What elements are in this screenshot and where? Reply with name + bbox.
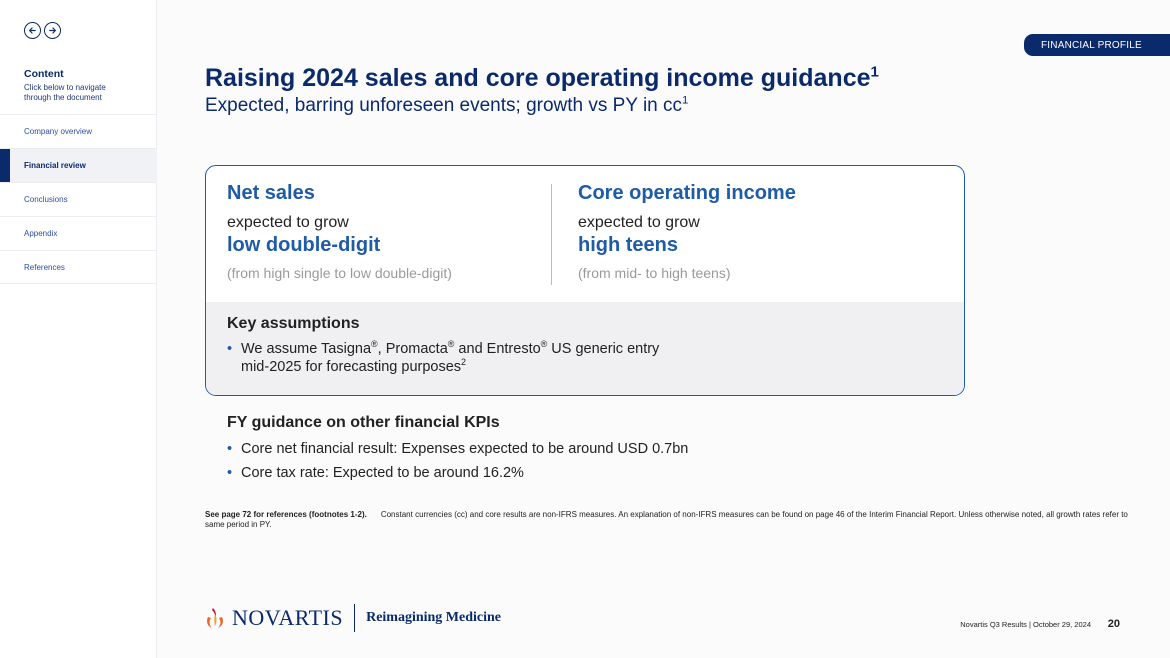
key-assumptions-title: Key assumptions [227,315,360,332]
logo-separator [354,604,356,632]
sidebar-item-conclusions[interactable]: Conclusions [0,182,157,216]
net-sales-expected: expected to grow [227,214,349,231]
net-sales-column: Net sales expected to grow low double-di… [227,182,452,281]
content-instruction: Click below to navigate through the docu… [24,83,106,102]
subtitle-footnote-ref: 1 [682,94,689,107]
assumption-footnote-ref: 2 [461,357,467,368]
novartis-flame-icon [207,608,223,628]
other-kpis-title: FY guidance on other financial KPIs [227,414,500,431]
assumption-text-4: US generic entry mid-2025 for forecastin… [241,341,660,375]
kpi-item: Core tax rate: Expected to be around 16.… [227,464,688,482]
arrow-left-icon[interactable] [24,22,41,39]
core-operating-income-value: high teens [578,234,679,256]
footnote-reference: See page 72 for references (footnotes 1-… [205,510,367,519]
guidance-card: Net sales expected to grow low double-di… [205,165,965,396]
page-title: Raising 2024 sales and core operating in… [205,64,879,93]
sidebar-item-financial-review[interactable]: Financial review [0,148,157,182]
assumption-text-1: We assume Tasigna [241,341,372,357]
registered-mark: ® [447,339,455,350]
page-title-text: Raising 2024 sales and core operating in… [205,64,871,92]
other-kpis: FY guidance on other financial KPIs Core… [227,414,688,488]
column-divider [551,184,552,285]
net-sales-note: (from high single to low double-digit) [227,265,452,281]
assumption-text-2: , Promacta [377,341,448,357]
core-operating-income-heading: Core operating income [578,182,796,204]
sidebar-item-company-overview[interactable]: Company overview [0,114,157,148]
net-sales-value: low double-digit [227,234,381,256]
novartis-logo: NOVARTIS Reimagining Medicine [204,604,501,632]
content-heading: Content [24,68,64,80]
logo-wordmark: NOVARTIS [232,605,344,630]
page-subtitle: Expected, barring unforeseen events; gro… [205,95,688,117]
title-footnote-ref: 1 [870,63,879,81]
sidebar: Content Click below to navigate through … [0,0,157,658]
core-operating-income-expected: expected to grow [578,214,700,231]
sidebar-item-appendix[interactable]: Appendix [0,216,157,250]
footnote-text: Constant currencies (cc) and core result… [205,510,1128,529]
sidebar-item-references[interactable]: References [0,250,157,284]
registered-mark: ® [540,339,548,350]
core-operating-income-column: Core operating income expected to grow h… [578,182,796,281]
nav-arrows [24,22,61,39]
arrow-right-icon[interactable] [44,22,61,39]
page-number: 20 [1107,618,1120,630]
page-subtitle-text: Expected, barring unforeseen events; gro… [205,95,683,116]
sidebar-nav: Company overview Financial review Conclu… [0,114,157,284]
key-assumption-item: We assume Tasigna®, Promacta® and Entres… [227,340,677,376]
kpi-item: Core net financial result: Expenses expe… [227,440,688,458]
footnote: See page 72 for references (footnotes 1-… [205,510,1130,530]
core-operating-income-note: (from mid- to high teens) [578,265,731,281]
logo-tagline: Reimagining Medicine [366,610,502,625]
footer-info: Novartis Q3 Results | October 29, 2024 [960,620,1091,629]
registered-mark: ® [371,339,378,350]
section-badge: FINANCIAL PROFILE [1024,34,1170,56]
key-assumptions: Key assumptions We assume Tasigna®, Prom… [206,302,964,395]
assumption-text-3: and Entresto [454,341,541,357]
net-sales-heading: Net sales [227,182,315,204]
